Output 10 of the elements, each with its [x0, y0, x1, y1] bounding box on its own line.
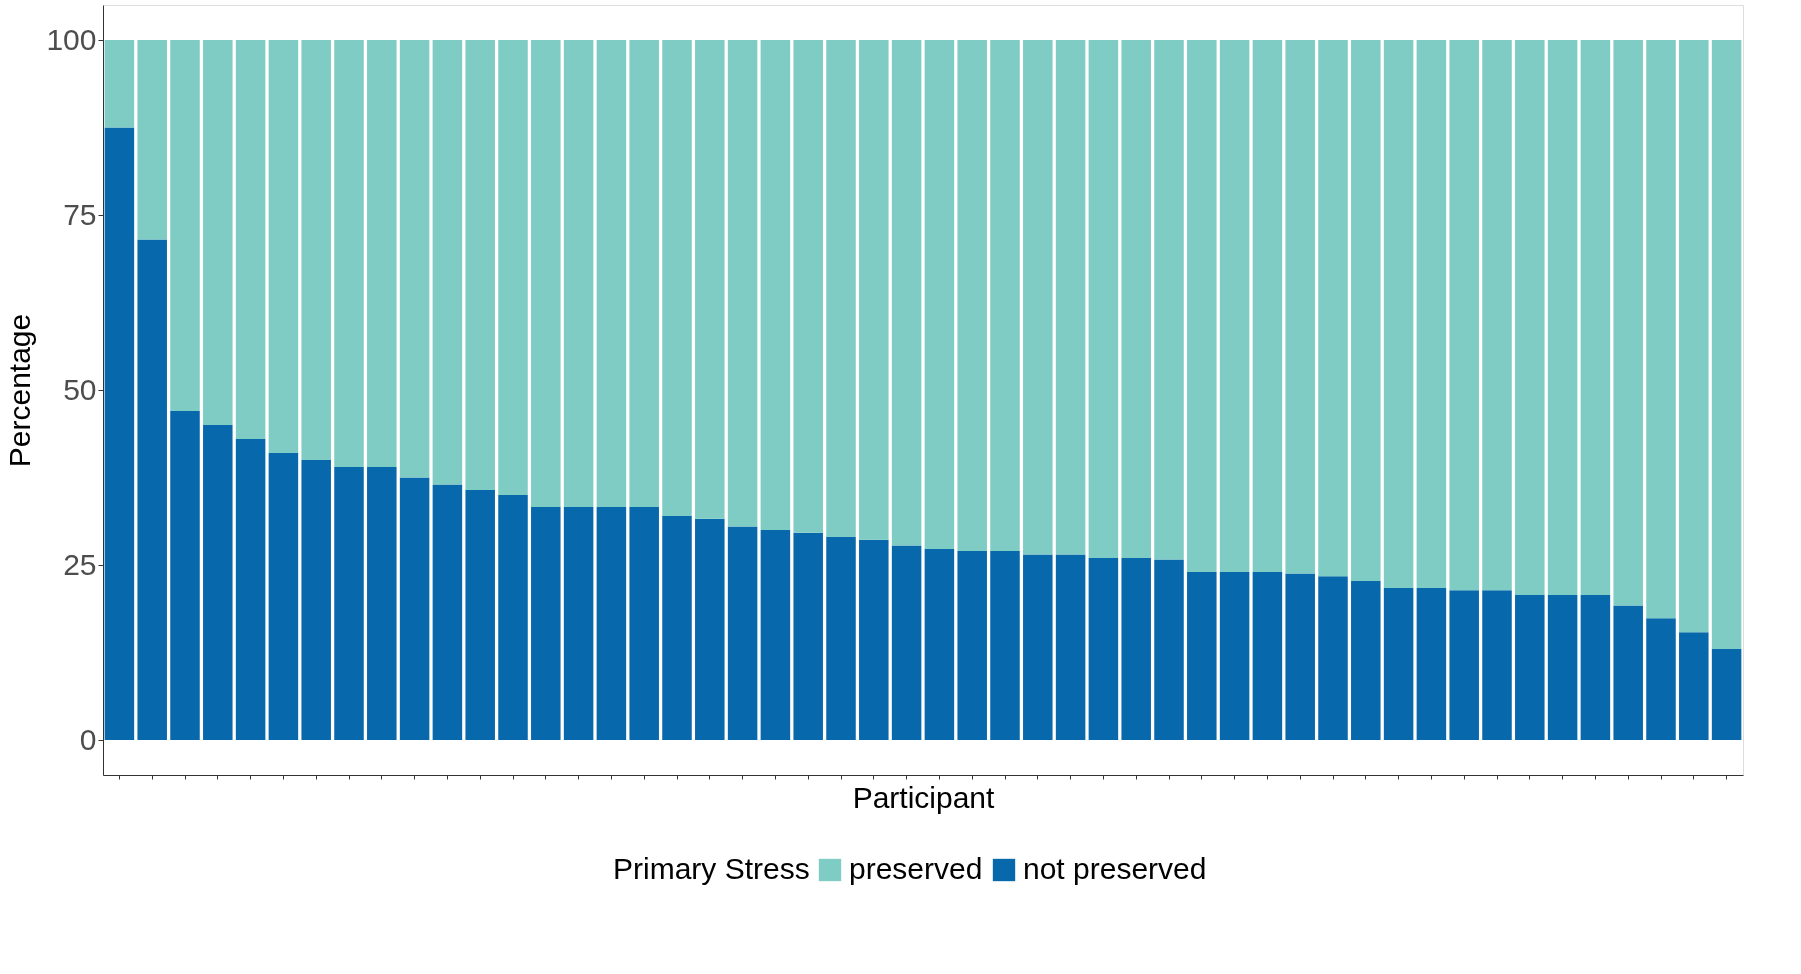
y-tick-label: 50	[63, 372, 97, 406]
legend-title: Primary Stress	[613, 852, 810, 885]
y-tick-label: 100	[46, 22, 97, 56]
y-tick-label: 0	[79, 722, 97, 756]
y-axis-title: Percentage	[3, 313, 37, 468]
y-tick-label: 25	[63, 547, 97, 581]
legend-label: preserved	[849, 852, 983, 885]
legend-label: not preserved	[1023, 852, 1207, 885]
y-tick-label: 75	[63, 197, 97, 231]
x-axis-title: Participant	[852, 781, 996, 814]
